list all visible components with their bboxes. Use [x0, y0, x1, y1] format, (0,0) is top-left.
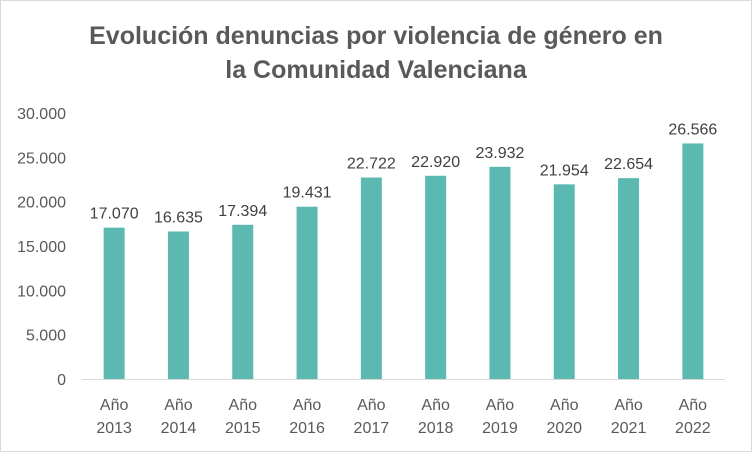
x-tick-label: Año: [614, 397, 643, 414]
x-tick-label: Año: [100, 397, 129, 414]
data-label: 17.394: [218, 203, 267, 220]
bar: [618, 178, 640, 379]
data-label: 23.932: [475, 145, 524, 162]
data-label: 22.722: [347, 156, 396, 173]
bar: [682, 143, 704, 379]
bar: [103, 227, 125, 379]
chart-title-line-1: Evolución denuncias por violencia de gén…: [89, 22, 663, 50]
bar-series: [103, 143, 704, 379]
bar: [296, 206, 318, 379]
data-label: 19.431: [283, 185, 332, 202]
y-tick-label: 5.000: [26, 328, 66, 345]
data-label: 22.654: [604, 156, 653, 173]
x-tick-label: Año: [679, 397, 708, 414]
data-label: 26.566: [668, 121, 717, 138]
bar: [425, 175, 447, 379]
y-tick-label: 30.000: [17, 106, 66, 123]
x-tick-label: Año: [293, 397, 322, 414]
x-tick-label: 2019: [482, 420, 518, 437]
bar: [553, 184, 575, 379]
data-label: 22.920: [411, 154, 460, 171]
bar: [360, 177, 382, 379]
x-axis: Año 2013 Año 2014 Año 2015 Año 2016 Año 2017 Año 20…: [82, 379, 725, 437]
x-tick-label: 2016: [289, 420, 325, 437]
data-label: 17.070: [90, 206, 139, 223]
y-tick-label: 20.000: [17, 195, 66, 212]
bar: [167, 231, 189, 379]
x-tick-label: 2015: [225, 420, 261, 437]
y-tick-label: 25.000: [17, 150, 66, 167]
x-tick-label: Año: [357, 397, 386, 414]
y-tick-label: 0: [57, 372, 66, 389]
x-tick-label: 2021: [611, 420, 647, 437]
data-label: 16.635: [154, 210, 203, 227]
y-tick-label: 10.000: [17, 283, 66, 300]
bar: [489, 166, 511, 379]
y-axis: 0 5.000 10.000 15.000 20.000 25.000 30.000: [17, 106, 66, 389]
x-tick-label: 2014: [161, 420, 197, 437]
bar: [232, 224, 254, 379]
x-tick-label: 2018: [418, 420, 454, 437]
x-tick-label: Año: [164, 397, 193, 414]
data-labels: 17.070 16.635 17.394 19.431 22.722 22.920 23.9…: [90, 121, 718, 226]
x-tick-label: 2020: [546, 420, 582, 437]
x-tick-label: 2017: [354, 420, 390, 437]
x-tick-label: Año: [229, 397, 258, 414]
data-label: 21.954: [540, 162, 589, 179]
chart-title-line-2: la Comunidad Valenciana: [225, 56, 527, 84]
x-tick-label: Año: [550, 397, 579, 414]
x-tick-label: Año: [486, 397, 515, 414]
x-tick-label: 2022: [675, 420, 711, 437]
chart-title: Evolución denuncias por violencia de gén…: [1, 19, 751, 87]
x-tick-label: Año: [421, 397, 450, 414]
y-tick-label: 15.000: [17, 239, 66, 256]
x-tick-label: 2013: [96, 420, 132, 437]
